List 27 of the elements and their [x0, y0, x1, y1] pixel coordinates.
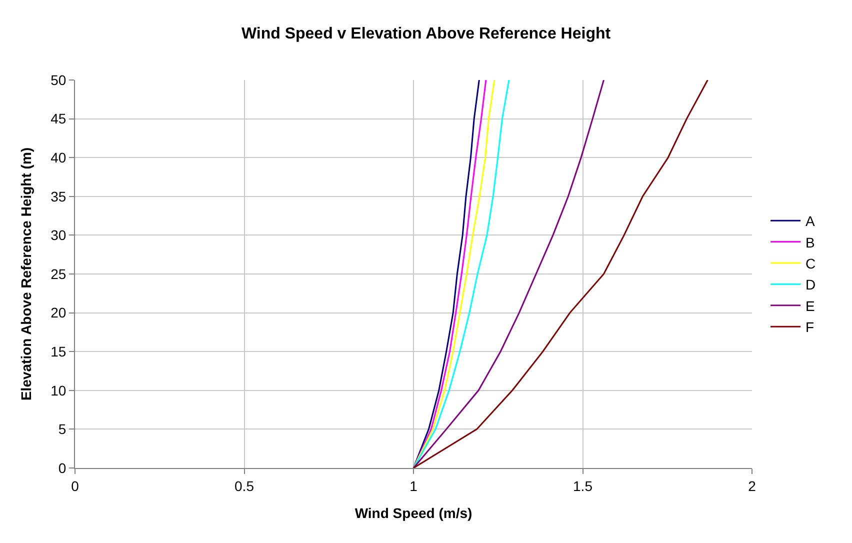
y-tick-label: 25	[50, 266, 66, 282]
y-tick-label: 30	[50, 227, 66, 244]
legend-label: A	[806, 213, 816, 230]
y-axis-title: Elevation Above Reference Height (m)	[18, 147, 34, 401]
legend-label: B	[806, 234, 815, 250]
legend-label: E	[806, 298, 815, 314]
x-tick-label: 1	[410, 478, 418, 494]
line-series	[412, 80, 604, 468]
x-tick-label: 0.5	[234, 478, 254, 494]
y-tick-label: 40	[50, 150, 66, 166]
y-tick-label: 50	[50, 72, 66, 88]
chart-title: Wind Speed v Elevation Above Reference Height	[241, 25, 612, 42]
x-tick-label: 2	[748, 478, 756, 494]
y-tick-label: 45	[50, 110, 66, 127]
y-tick-label: 20	[50, 304, 66, 321]
x-tick-label: 1.5	[573, 478, 593, 494]
y-tick-label: 35	[50, 188, 66, 204]
x-axis-title: Wind Speed (m/s)	[354, 505, 472, 522]
y-tick-label: 0	[58, 460, 66, 476]
y-tick-label: 10	[50, 382, 66, 398]
legend-label: C	[806, 255, 816, 272]
legend-label: D	[806, 276, 816, 293]
line-series	[412, 80, 708, 468]
legend-label: F	[806, 319, 814, 336]
y-tick-label: 5	[58, 421, 66, 438]
y-tick-label: 15	[50, 344, 66, 360]
x-tick-label: 0	[71, 478, 80, 494]
